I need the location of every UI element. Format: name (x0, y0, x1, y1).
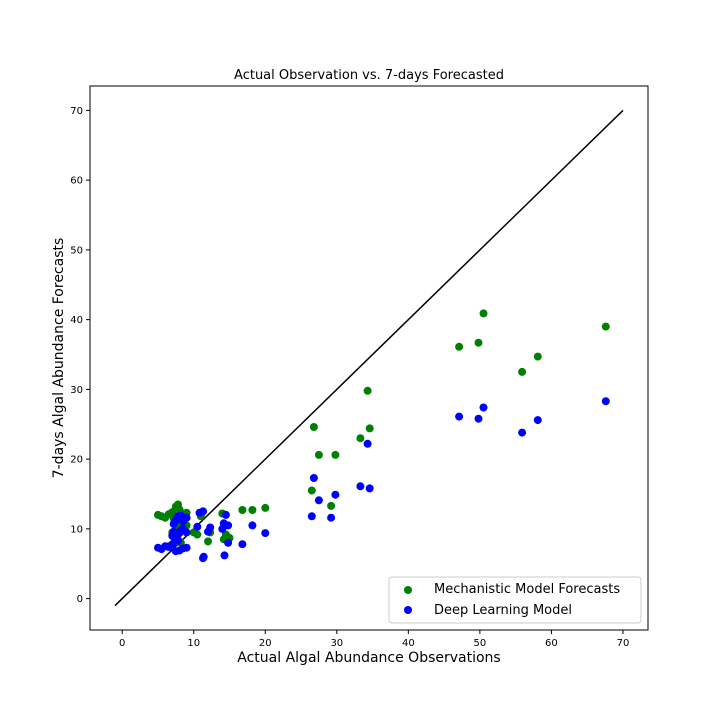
data-point-1-42 (327, 513, 336, 522)
x-tick-label-20: 20 (259, 638, 272, 649)
y-tick-label-10: 10 (70, 524, 83, 535)
data-point-0-44 (479, 309, 488, 318)
data-point-0-38 (331, 450, 340, 459)
y-tick-label-40: 40 (70, 315, 83, 326)
data-point-1-35 (224, 538, 233, 547)
data-point-1-44 (356, 482, 365, 491)
x-axis: 0 10 20 30 40 50 60 70 (119, 630, 629, 649)
data-point-1-45 (363, 439, 372, 448)
data-point-1-40 (309, 474, 318, 482)
y-tick-label-0: 0 (77, 594, 83, 605)
data-point-1-22 (182, 513, 191, 522)
x-tick-label-50: 50 (474, 638, 487, 649)
data-point-0-36 (314, 450, 323, 459)
x-tick-label-60: 60 (545, 638, 558, 649)
data-point-1-36 (238, 540, 247, 549)
data-point-1-43 (331, 490, 340, 499)
data-point-0-33 (261, 503, 270, 512)
data-point-1-41 (314, 496, 323, 505)
data-point-1-49 (479, 403, 488, 412)
y-tick-label-20: 20 (70, 455, 83, 466)
data-point-0-34 (307, 486, 316, 495)
legend-box (388, 576, 642, 624)
data-point-0-35 (309, 423, 318, 431)
data-point-0-41 (365, 424, 374, 433)
reference-line (114, 109, 624, 607)
data-point-0-25 (204, 537, 212, 546)
legend-label-deep-learning: Deep Learning Model (434, 603, 572, 618)
data-point-1-50 (518, 428, 527, 437)
chart-title: Actual Observation vs. 7-days Forecasted (234, 68, 504, 83)
data-point-1-8 (182, 543, 191, 552)
data-point-0-22 (193, 530, 202, 539)
data-point-0-40 (363, 386, 372, 395)
legend-marker-deep-learning (404, 606, 412, 614)
data-point-1-12 (174, 536, 182, 545)
data-point-1-34 (220, 551, 229, 560)
legend-marker-mechanistic (404, 586, 412, 594)
x-tick-label-0: 0 (119, 638, 125, 649)
data-point-1-32 (221, 510, 230, 519)
y-tick-label-70: 70 (70, 106, 83, 117)
data-point-1-47 (455, 412, 464, 421)
legend-label-mechanistic: Mechanistic Model Forecasts (434, 582, 620, 597)
x-tick-label-10: 10 (187, 638, 200, 649)
x-tick-label-30: 30 (330, 638, 343, 649)
data-point-1-16 (182, 528, 191, 537)
y-axis: 0 10 20 30 40 50 60 70 (70, 106, 90, 605)
y-tick-label-30: 30 (70, 385, 83, 396)
x-tick-label-70: 70 (617, 638, 630, 649)
data-point-0-32 (248, 506, 257, 514)
data-point-1-25 (199, 507, 207, 516)
data-point-0-46 (533, 352, 542, 361)
x-axis-label: Actual Algal Abundance Observations (237, 650, 500, 666)
data-point-0-37 (327, 501, 336, 510)
data-point-0-42 (455, 342, 464, 351)
series-1 (154, 397, 610, 563)
data-point-1-52 (601, 397, 610, 406)
data-point-0-39 (356, 434, 365, 443)
legend: Mechanistic Model Forecasts Deep Learnin… (388, 576, 642, 624)
y-tick-label-50: 50 (70, 245, 83, 256)
data-point-1-48 (474, 414, 483, 423)
x-tick-label-40: 40 (402, 638, 415, 649)
data-point-0-47 (601, 322, 610, 331)
data-point-1-51 (533, 416, 542, 425)
plot-area (114, 109, 624, 607)
y-tick-label-60: 60 (70, 176, 83, 187)
data-point-1-39 (307, 512, 316, 521)
data-point-0-43 (474, 338, 483, 347)
data-point-1-33 (224, 521, 233, 530)
data-point-1-37 (248, 521, 257, 530)
data-point-0-45 (518, 367, 527, 376)
data-point-1-23 (193, 522, 202, 531)
data-point-1-27 (199, 554, 207, 563)
axes-frame (89, 85, 649, 631)
data-point-1-38 (261, 529, 270, 538)
y-axis-label: 7-days Algal Abundance Forecasts (51, 238, 67, 479)
data-point-1-46 (365, 484, 374, 493)
data-point-1-29 (206, 523, 215, 532)
data-point-0-31 (238, 506, 247, 514)
